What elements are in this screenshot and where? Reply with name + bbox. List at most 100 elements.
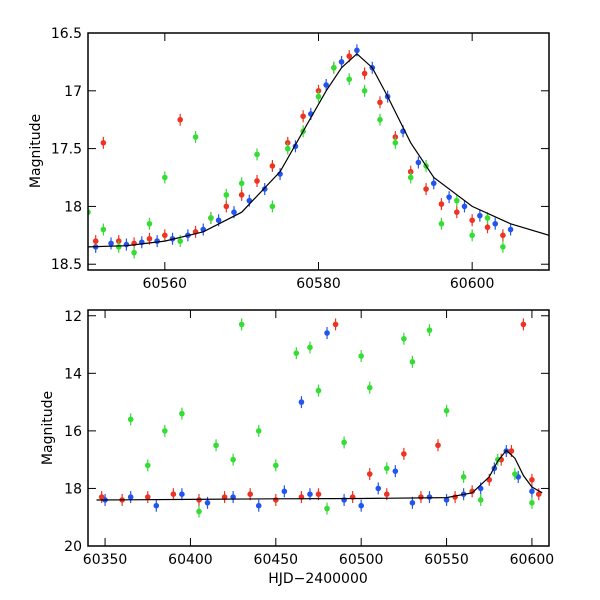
bottom-x-tick-label: 60600: [510, 552, 555, 568]
bottom-series-3-point: [213, 442, 219, 449]
bottom-series-3-point: [324, 505, 330, 512]
top-series-2-point: [300, 113, 306, 120]
top-y-tick-label: 16.5: [51, 26, 82, 42]
top-series-2-point: [500, 232, 506, 239]
top-x-tick-label: 60600: [450, 276, 495, 292]
top-y-tick-label: 18.5: [51, 257, 82, 273]
top-series-3-point: [146, 220, 153, 227]
top-series-1-point: [415, 159, 422, 166]
top-series-3: [88, 61, 506, 259]
top-panel-y-axis-label: Magnitude: [28, 114, 44, 188]
bottom-x-tick-label: 60400: [168, 552, 213, 568]
bottom-series-3-point: [307, 344, 313, 351]
top-series-1-point: [231, 209, 237, 215]
bottom-series-1-point: [529, 488, 535, 495]
top-series-3-point: [223, 192, 230, 198]
bottom-y-tick-label: 12: [64, 309, 82, 325]
bottom-series-3-point: [196, 508, 202, 515]
bottom-series-2-point: [435, 442, 441, 449]
bottom-series-3-point: [144, 462, 151, 469]
bottom-series-1-point: [358, 502, 364, 509]
top-series-3-point: [192, 134, 199, 140]
top-series-3-point: [115, 244, 122, 250]
bottom-x-tick-label: 60350: [83, 552, 128, 568]
top-series-2-point: [423, 186, 429, 192]
top-series-1-point: [477, 212, 483, 219]
bottom-series-3-point: [443, 407, 450, 414]
bottom-series-2-point: [486, 477, 493, 483]
bottom-y-tick-label: 20: [64, 539, 82, 555]
top-series-3-point: [131, 249, 137, 256]
top-series-3-point: [407, 174, 414, 181]
bottom-series-3-point: [315, 387, 322, 394]
top-series-2-point: [269, 163, 276, 169]
bottom-series-3-point: [179, 410, 185, 417]
top-series-3-point: [100, 226, 107, 233]
bottom-series-3-point: [366, 384, 373, 391]
top-series-1-point: [338, 59, 345, 65]
top-series-3-point: [208, 215, 214, 221]
bottom-series-2-point: [383, 491, 390, 497]
top-series-2-point: [162, 232, 168, 239]
bottom-series-1-point: [230, 494, 236, 500]
top-series-1-point: [323, 82, 329, 88]
bottom-series-2-point: [508, 448, 515, 454]
bottom-series-3-point: [494, 456, 501, 463]
top-model-curve: [88, 52, 549, 248]
bottom-series-3-point: [293, 350, 300, 356]
bottom-series-3-point: [238, 321, 245, 328]
top-series-1-point: [215, 217, 222, 224]
bottom-series-3-point: [529, 500, 535, 506]
top-series-3-point: [346, 76, 353, 83]
top-series-1-point: [154, 238, 160, 244]
top-series-3-point: [162, 174, 168, 181]
bottom-panel-data-marks: [96, 318, 543, 518]
bottom-y-tick-label: 18: [64, 481, 82, 497]
top-series-3-point: [377, 116, 383, 123]
bottom-series-3-point: [255, 428, 262, 434]
top-panel-data-marks: [88, 44, 549, 259]
bottom-series-1-point: [426, 494, 433, 500]
bottom-x-tick-label: 60450: [254, 552, 299, 568]
top-series-2-point: [484, 224, 491, 231]
top-series-2-point: [254, 178, 260, 184]
bottom-panel-ticks: 60350 60400 60450 60500 60550 60600 12 14 16 18 20: [64, 309, 554, 568]
bottom-series-1-point: [324, 330, 330, 336]
bottom-series-1-point: [307, 491, 313, 497]
bottom-series-1-point: [255, 502, 262, 509]
bottom-series-3-point: [230, 456, 236, 463]
bottom-series-2-point: [247, 491, 254, 497]
top-series-1-point: [430, 180, 437, 187]
top-series-2-point: [469, 217, 475, 224]
bottom-series-3-point: [512, 471, 518, 477]
bottom-series-2-point: [332, 321, 339, 328]
bottom-series-2-point: [170, 491, 177, 497]
bottom-panel-y-axis-label: Magnitude: [40, 391, 56, 465]
top-series-2-point: [238, 192, 245, 198]
bottom-series-1-point: [127, 494, 134, 500]
bottom-series-2-point: [418, 494, 424, 500]
top-series-3-point: [484, 215, 491, 221]
bottom-series-1-point: [375, 485, 382, 492]
bottom-series-1-point: [153, 502, 160, 509]
bottom-series-2-point: [520, 321, 527, 328]
bottom-series-3-point: [477, 497, 484, 503]
bottom-series-2-point: [196, 497, 202, 503]
bottom-series-3-point: [401, 335, 407, 342]
top-series-2-point: [346, 53, 353, 59]
bottom-series-3-point: [409, 359, 416, 365]
top-series-3-point: [284, 145, 291, 152]
top-series-3-point: [269, 203, 276, 210]
top-x-tick-label: 60560: [143, 276, 188, 292]
top-series-1-point: [492, 220, 499, 227]
bottom-panel-frame: [87, 309, 550, 547]
top-series-2-point: [438, 201, 445, 207]
bottom-model-curve: [96, 449, 543, 501]
top-series-3-point: [177, 238, 183, 244]
bottom-series-3-point: [358, 353, 364, 359]
top-series-2-point: [177, 116, 183, 123]
bottom-series-3-point: [383, 465, 390, 472]
top-series-2-point: [223, 203, 230, 210]
bottom-series-3: [127, 318, 535, 518]
